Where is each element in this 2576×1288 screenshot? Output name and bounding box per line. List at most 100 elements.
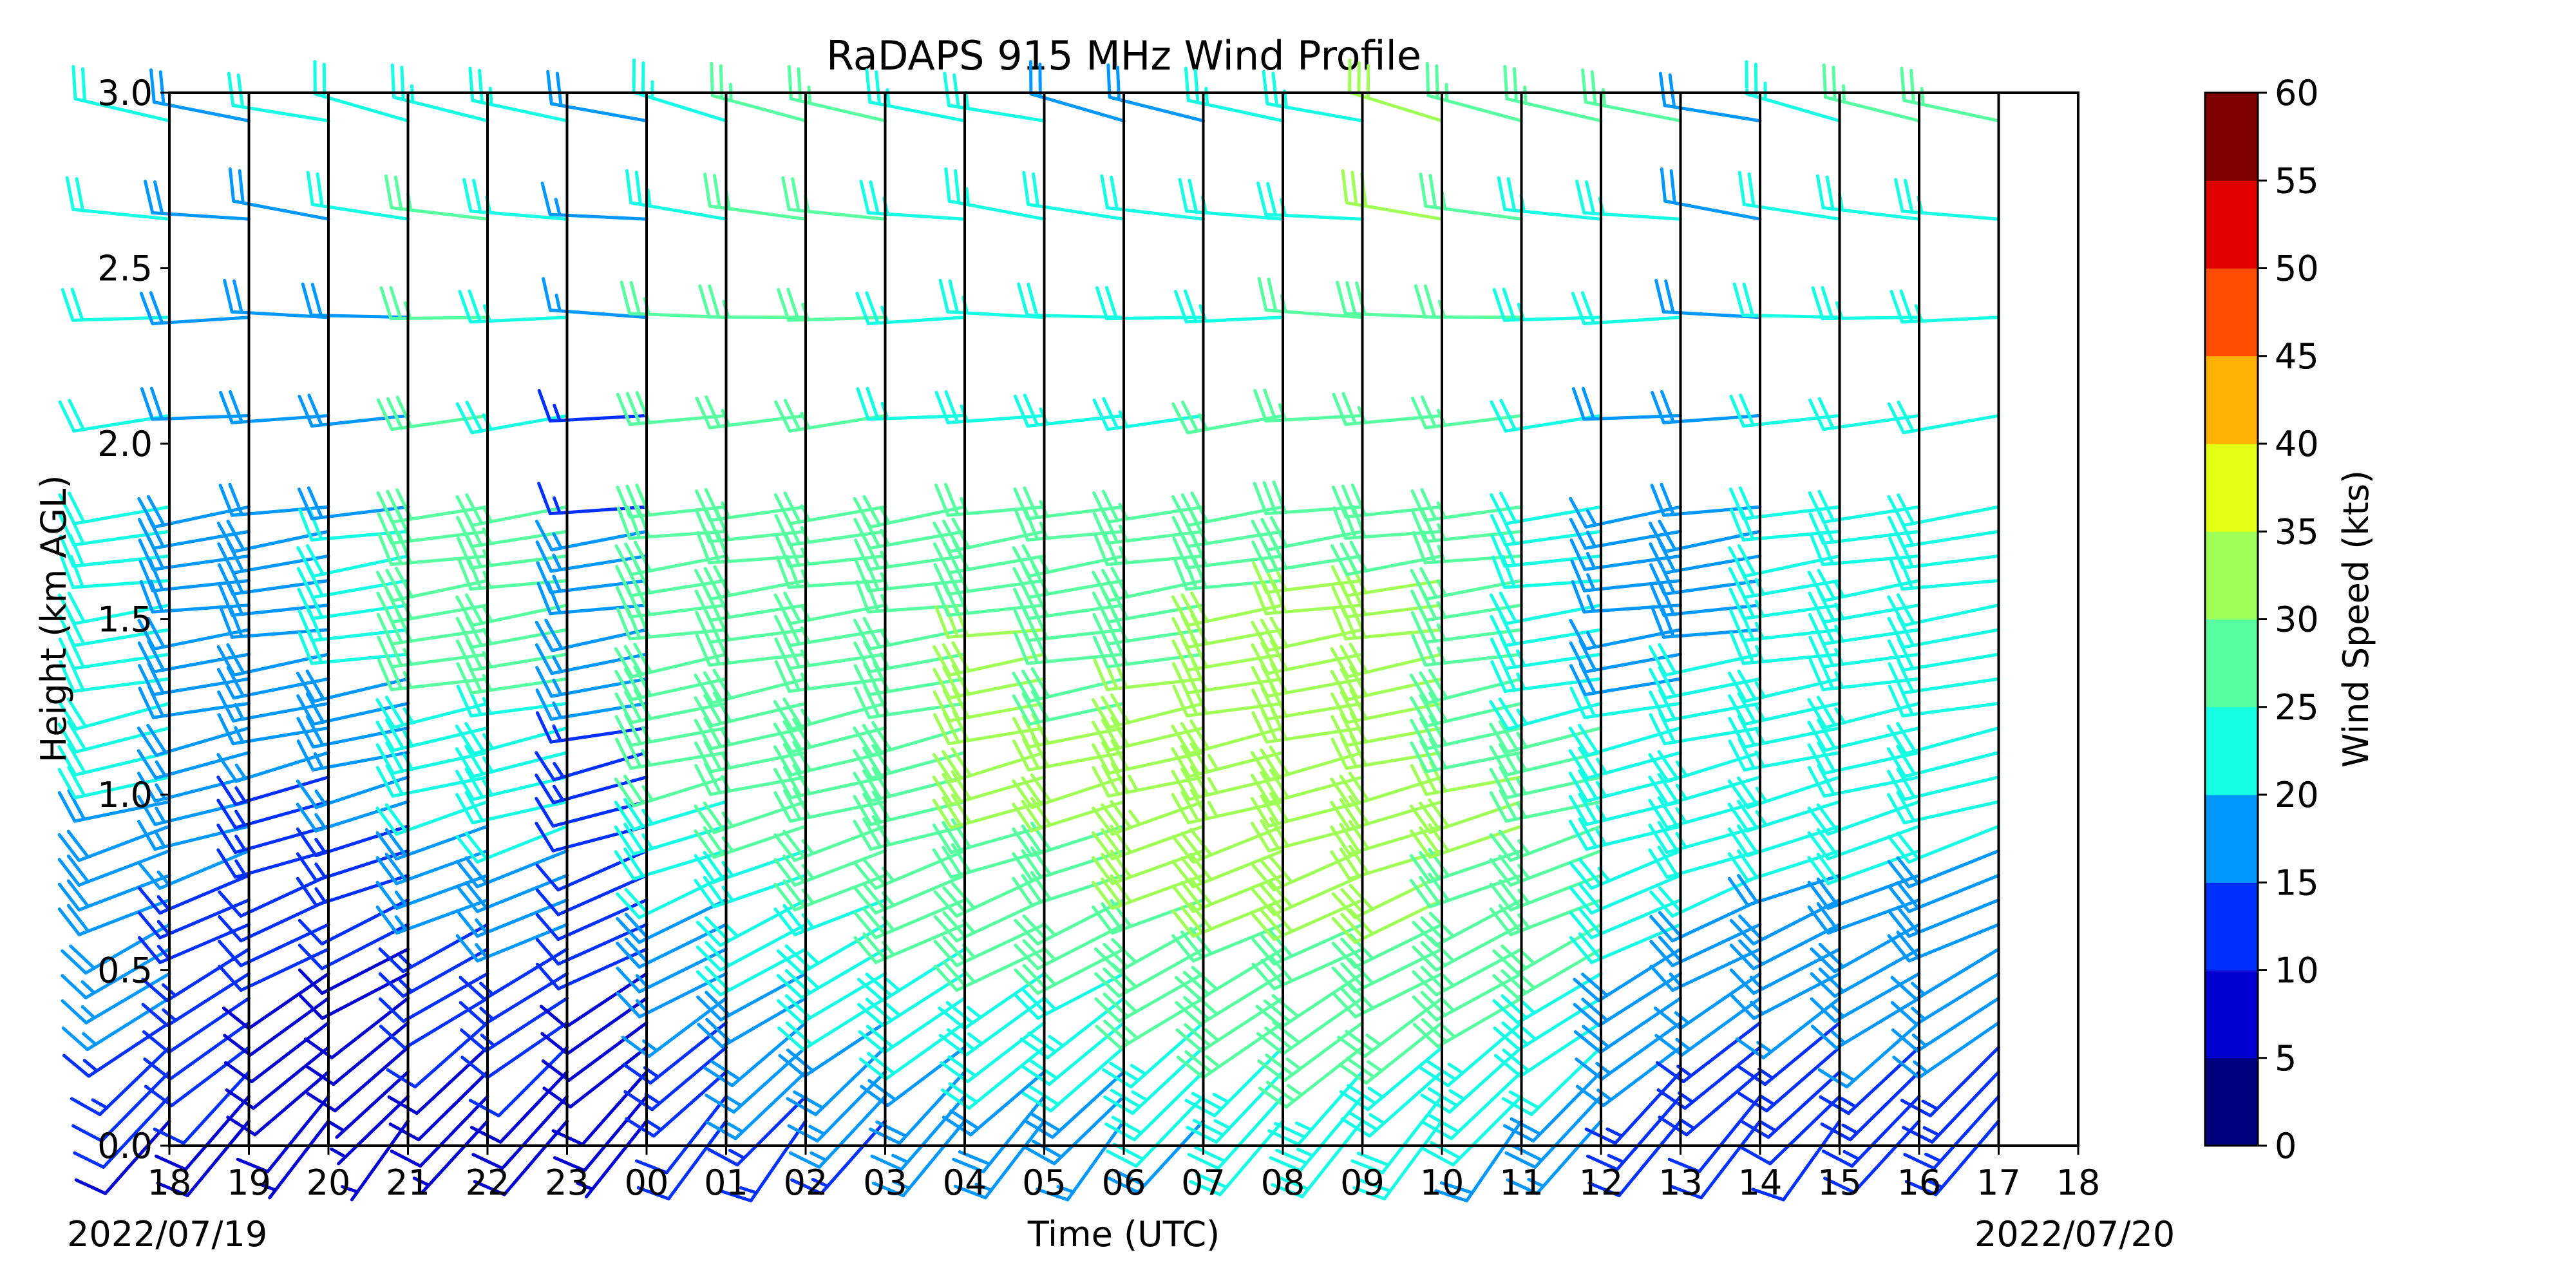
- wind-barb: [853, 639, 967, 674]
- wind-barb: [455, 744, 569, 779]
- wind-barb: [1569, 873, 1682, 915]
- wind-barb: [57, 591, 171, 625]
- wind-barb: [1493, 996, 1603, 1052]
- x-tick-label: 08: [1261, 1162, 1305, 1203]
- wind-barb: [375, 696, 489, 730]
- wind-barb: [614, 642, 728, 679]
- wind-barb: [1569, 518, 1682, 550]
- wind-barb: [296, 565, 410, 600]
- wind-barb: [1887, 401, 2000, 435]
- wind-barb: [375, 567, 489, 603]
- x-tick-label: 00: [625, 1162, 669, 1203]
- wind-barb: [1095, 996, 1205, 1050]
- wind-barb: [1894, 178, 2000, 221]
- colorbar-segment: [2205, 355, 2258, 444]
- wind-barb: [540, 996, 649, 1056]
- wind-barb: [455, 615, 569, 649]
- wind-barb: [1171, 401, 1285, 435]
- wind-barb: [616, 898, 728, 944]
- wind-barb: [137, 516, 251, 550]
- x-tick-label: 23: [545, 1162, 589, 1203]
- wind-barb: [137, 723, 251, 757]
- wind-barb: [1409, 823, 1523, 859]
- wind-barb: [1187, 1095, 1285, 1170]
- wind-barb: [330, 1095, 410, 1166]
- wind-barb: [632, 58, 728, 123]
- wind-barb: [940, 1021, 1046, 1084]
- wind-barb: [1501, 1045, 1603, 1117]
- x-tick-label: 13: [1658, 1162, 1703, 1203]
- wind-barb: [788, 1095, 887, 1169]
- wind-barb: [1570, 559, 1682, 592]
- wind-barb: [1271, 1119, 1364, 1198]
- colorbar-segment: [2205, 706, 2258, 795]
- wind-barb: [1808, 589, 1921, 624]
- wind-barb: [1504, 1095, 1603, 1169]
- wind-barb: [1490, 613, 1603, 647]
- wind-barb: [853, 766, 967, 803]
- wind-barb: [535, 821, 649, 853]
- x-tick-label: 17: [1976, 1162, 2021, 1203]
- wind-barb: [634, 1095, 728, 1175]
- wind-barb: [218, 947, 330, 992]
- wind-barb: [142, 996, 251, 1054]
- wind-barb: [718, 1119, 808, 1202]
- wind-barb: [707, 1095, 808, 1167]
- end-date-label: 2022/07/20: [1975, 1214, 2175, 1255]
- wind-barb: [1023, 1070, 1126, 1139]
- wind-barb: [57, 824, 171, 862]
- wind-barb: [1092, 824, 1205, 861]
- wind-barb: [149, 68, 251, 123]
- wind-barb: [944, 167, 1046, 221]
- wind-barb: [616, 873, 728, 920]
- wind-barb: [1900, 1045, 2000, 1117]
- wind-barb: [470, 1070, 569, 1144]
- wind-barb: [1888, 660, 2000, 695]
- wind-barb: [774, 399, 887, 433]
- wind-barb: [1651, 390, 1762, 424]
- wind-barb: [1658, 1070, 1762, 1137]
- colorbar-tick-label: 30: [2275, 600, 2319, 640]
- wind-barb: [1669, 1119, 1762, 1200]
- wind-barb: [61, 287, 171, 322]
- wind-barb: [1028, 60, 1126, 123]
- hour-dividers: [247, 93, 2000, 1146]
- wind-barb: [932, 770, 1046, 806]
- colorbar-tick-label: 0: [2275, 1126, 2297, 1166]
- wind-barb: [390, 1095, 489, 1168]
- wind-barb: [57, 849, 171, 887]
- wind-barb: [694, 800, 808, 835]
- wind-barb: [216, 751, 330, 783]
- x-tick-label: 14: [1738, 1162, 1783, 1203]
- y-tick-label: 1.0: [97, 775, 153, 815]
- wind-barb: [535, 751, 649, 782]
- x-tick-label: 20: [307, 1162, 351, 1203]
- wind-barb: [1887, 923, 2000, 963]
- wind-barb: [70, 1045, 171, 1117]
- wind-barb: [1330, 642, 1444, 679]
- wind-barb: [61, 972, 171, 1025]
- wind-barb: [614, 822, 728, 856]
- wind-barb: [1902, 1070, 2000, 1144]
- x-tick-label: 01: [704, 1162, 748, 1203]
- wind-barb: [933, 898, 1046, 943]
- wind-barb: [1269, 1095, 1364, 1173]
- wind-barb: [468, 1045, 569, 1117]
- x-tick-label: 07: [1181, 1162, 1226, 1203]
- wind-barb: [455, 849, 569, 889]
- wind-barb: [222, 972, 330, 1030]
- wind-barb: [1903, 1095, 2000, 1170]
- wind-barb: [625, 1070, 728, 1138]
- wind-barb: [1014, 923, 1126, 971]
- wind-barb: [1104, 1070, 1205, 1142]
- wind-barb: [328, 1070, 410, 1139]
- wind-barb: [1022, 171, 1126, 221]
- colorbar-label: Wind Speed (kts): [2336, 470, 2376, 768]
- wind-barb: [306, 171, 410, 221]
- wind-barb: [226, 1070, 330, 1137]
- wind-barb: [1012, 667, 1126, 703]
- y-tick-label: 2.0: [97, 424, 153, 464]
- wind-barb: [703, 173, 808, 221]
- x-tick-label: 04: [943, 1162, 987, 1203]
- wind-barb: [1340, 1070, 1444, 1138]
